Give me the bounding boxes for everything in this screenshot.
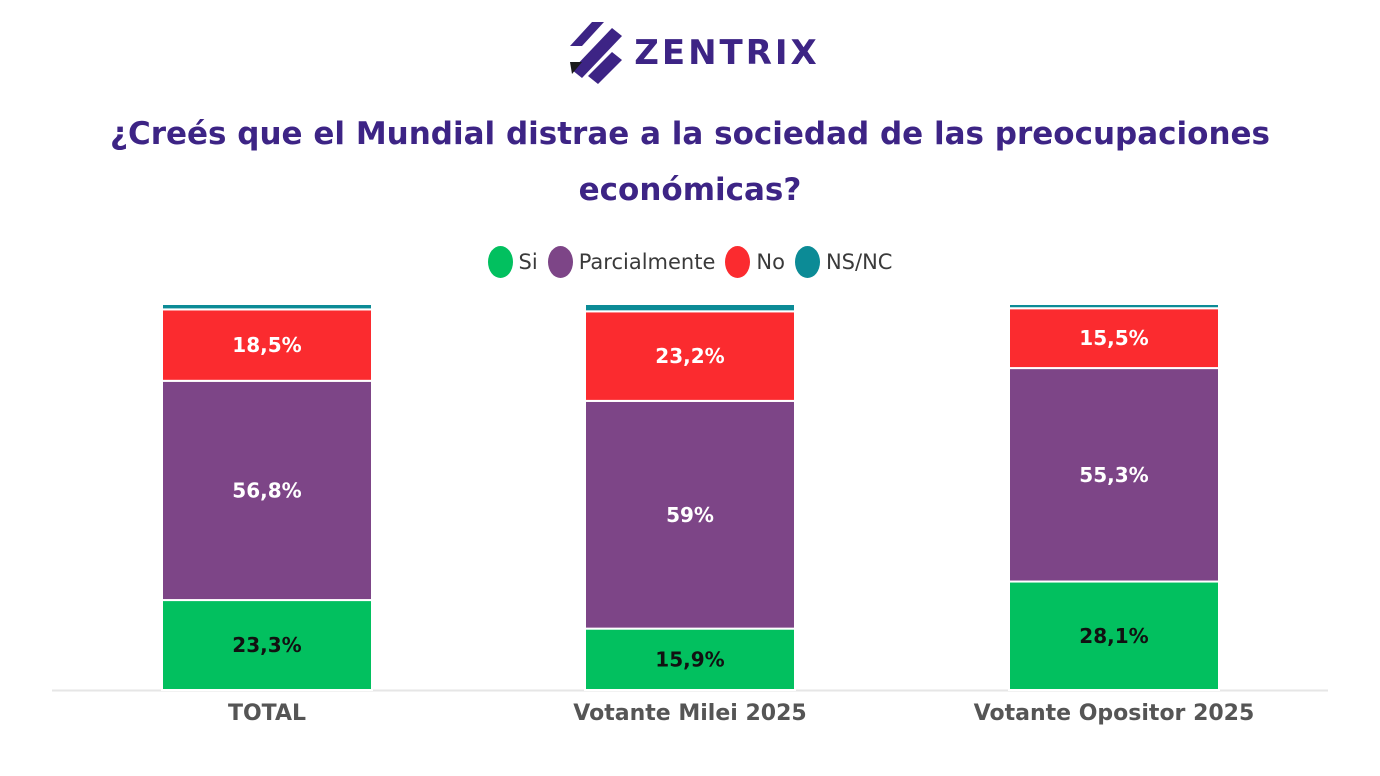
chart-legend: Si Parcialmente No NS/NC [0,246,1380,278]
legend-swatch-2 [725,246,751,278]
legend-label-0: Si [518,250,538,274]
legend-label-1: Parcialmente [578,250,716,274]
category-label-0: TOTAL [228,701,306,726]
legend-label-3: NS/NC [825,250,893,274]
legend-swatch-3 [794,246,820,278]
legend-item-3: NS/NC [794,246,893,278]
legend-label-2: No [756,250,785,274]
bar-segment-ns-nc-2 [1008,303,1220,310]
legend-swatch-0 [487,246,513,278]
bar-segment-ns-nc-1 [584,303,796,313]
data-label-parcialmente-1: 59% [666,503,714,527]
legend-item-1: Parcialmente [547,246,716,278]
bar-segment-parcialmente-1 [584,399,796,630]
chart-title: ¿Creés que el Mundial distrae a la socie… [109,116,1270,208]
bar-segment-ns-nc-0 [161,303,373,311]
category-label-1: Votante Milei 2025 [573,701,806,726]
bar-segment-no-0 [161,308,373,382]
data-label-no-0: 18,5% [232,333,301,357]
legend-item-0: Si [487,246,538,278]
bar-segment-no-2 [1008,307,1220,370]
data-label-parcialmente-2: 55,3% [1079,463,1148,487]
bar-segment-no-1 [584,310,796,402]
data-label-si-2: 28,1% [1079,624,1148,648]
data-label-si-1: 15,9% [655,647,724,671]
zentrix-logo-icon [570,22,623,84]
bar-segment-parcialmente-0 [161,379,373,602]
data-label-si-0: 23,3% [232,633,301,657]
legend-item-2: No [725,246,785,278]
data-label-no-2: 15,5% [1079,326,1148,350]
data-label-no-1: 23,2% [655,344,724,368]
brand-name: ZENTRIX [634,33,820,73]
brand-logo: ZENTRIX [0,18,1380,88]
legend-swatch-1 [547,246,573,278]
data-label-parcialmente-0: 56,8% [232,478,301,502]
bar-segment-si-1 [584,627,796,691]
category-label-2: Votante Opositor 2025 [974,701,1255,726]
bar-segment-si-2 [1008,580,1220,691]
